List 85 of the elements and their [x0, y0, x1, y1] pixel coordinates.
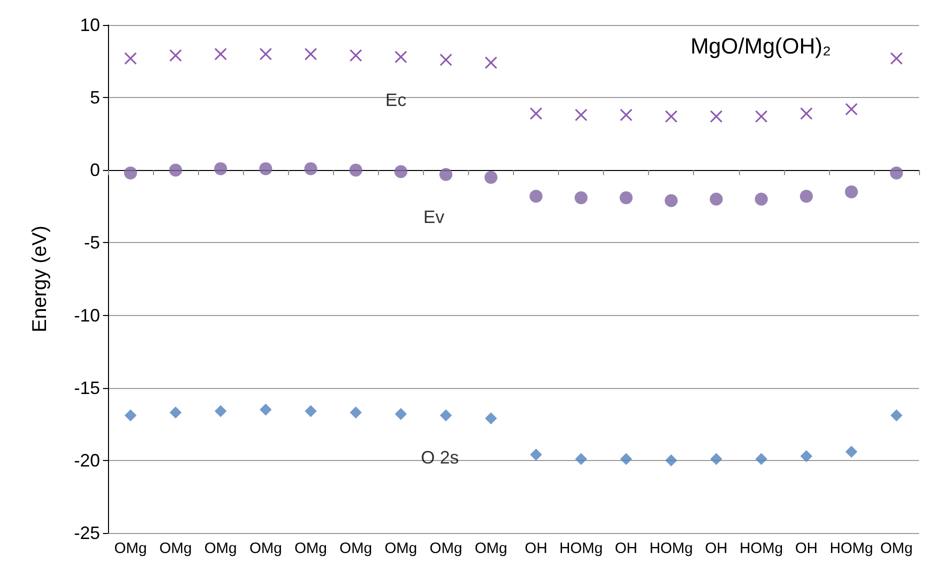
x-tick-label: HOMg — [650, 540, 693, 557]
y-tick-label: 10 — [80, 15, 100, 35]
point — [845, 102, 858, 116]
chart-title: MgO/Mg(OH)₂ — [690, 34, 832, 58]
point — [259, 48, 272, 60]
y-tick-label: 5 — [90, 88, 100, 108]
y-axis-title: Energy (eV) — [29, 226, 51, 332]
point — [484, 412, 497, 424]
point — [260, 404, 272, 416]
point — [800, 450, 812, 462]
point — [575, 452, 588, 465]
point — [394, 408, 407, 420]
point — [890, 409, 902, 422]
y-tick-label: -5 — [84, 232, 100, 253]
point — [845, 446, 858, 458]
point — [800, 107, 813, 120]
point — [620, 191, 633, 204]
point — [304, 162, 318, 176]
x-tick-label: OH — [524, 540, 548, 557]
point — [664, 110, 678, 123]
point — [439, 168, 452, 181]
point — [350, 49, 362, 62]
point — [124, 409, 137, 422]
y-tick-label: 0 — [90, 160, 100, 180]
point — [530, 107, 542, 120]
point — [170, 406, 182, 419]
point — [214, 162, 228, 176]
point — [890, 52, 903, 65]
x-tick-label: OMg — [294, 540, 328, 557]
point — [710, 192, 723, 206]
point — [754, 192, 768, 206]
point — [530, 448, 542, 461]
x-tick-label: OMg — [474, 540, 508, 557]
point — [259, 162, 272, 176]
x-tick-label: HOMg — [830, 540, 874, 557]
point — [890, 166, 903, 180]
point — [755, 110, 768, 123]
point — [755, 452, 768, 465]
x-tick-label: OH — [705, 540, 728, 557]
x-tick-label: OH — [614, 540, 638, 557]
x-tick-label: OMg — [384, 540, 418, 557]
point — [214, 405, 227, 418]
x-tick-label: HOMg — [559, 540, 603, 557]
point — [124, 52, 137, 65]
y-tick-label: -20 — [74, 450, 100, 470]
point — [484, 56, 498, 70]
point — [574, 191, 588, 204]
point — [710, 452, 722, 465]
y-tick-label: -10 — [74, 305, 100, 326]
point — [710, 110, 723, 123]
x-tick-label: OMg — [340, 540, 372, 557]
point — [304, 405, 317, 418]
x-tick-label: OMg — [204, 540, 237, 557]
point — [844, 185, 858, 198]
point — [349, 164, 362, 177]
series-label: Ev — [423, 206, 444, 227]
x-tick-label: OMg — [159, 540, 192, 557]
x-tick-label: OMg — [880, 540, 913, 557]
x-tick-label: OH — [795, 540, 818, 557]
x-tick-label: HOMg — [740, 540, 783, 557]
y-tick-label: -25 — [74, 523, 100, 543]
point — [620, 108, 632, 122]
point — [304, 48, 318, 60]
point — [574, 108, 588, 122]
x-tick-label: OMg — [114, 540, 147, 557]
x-tick-label: OMg — [249, 540, 282, 557]
point — [124, 166, 138, 180]
point — [620, 452, 632, 465]
point — [664, 194, 678, 208]
point — [800, 190, 813, 203]
y-tick-label: -15 — [74, 378, 100, 398]
point — [394, 50, 408, 64]
point — [394, 165, 408, 178]
point — [440, 409, 452, 422]
series-label: Ec — [385, 90, 406, 110]
x-tick-label: OMg — [430, 540, 462, 557]
point — [530, 190, 543, 203]
point — [214, 48, 227, 60]
point — [440, 54, 452, 66]
point — [665, 454, 678, 466]
point — [169, 164, 182, 177]
point — [169, 49, 182, 62]
point — [350, 406, 362, 419]
point — [484, 170, 498, 184]
series-label: O 2s — [420, 447, 459, 468]
